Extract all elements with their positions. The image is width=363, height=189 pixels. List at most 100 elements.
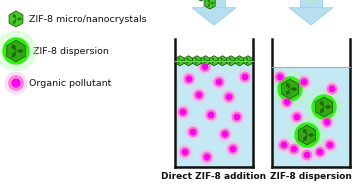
Circle shape	[222, 90, 236, 104]
Circle shape	[214, 77, 224, 87]
Polygon shape	[240, 60, 243, 62]
Circle shape	[223, 131, 228, 137]
Polygon shape	[246, 61, 248, 64]
Circle shape	[196, 92, 201, 98]
Polygon shape	[203, 57, 205, 61]
Text: ZIF-8 dispersion: ZIF-8 dispersion	[33, 46, 109, 56]
Circle shape	[234, 114, 240, 120]
Circle shape	[12, 79, 20, 87]
Circle shape	[9, 76, 23, 90]
Circle shape	[275, 72, 285, 82]
Circle shape	[323, 138, 337, 152]
Circle shape	[176, 105, 190, 119]
Text: Direct ZIF-8 addition: Direct ZIF-8 addition	[162, 172, 266, 181]
Polygon shape	[220, 57, 223, 61]
Polygon shape	[210, 56, 218, 66]
Circle shape	[212, 75, 226, 89]
Polygon shape	[208, 0, 210, 3]
Circle shape	[301, 79, 307, 85]
Polygon shape	[324, 105, 331, 109]
Circle shape	[206, 110, 216, 120]
Circle shape	[191, 129, 196, 135]
Circle shape	[3, 38, 29, 64]
Polygon shape	[176, 56, 184, 66]
Text: ZIF-8 dispersion: ZIF-8 dispersion	[270, 172, 352, 181]
Circle shape	[295, 123, 319, 147]
Polygon shape	[235, 56, 244, 66]
Circle shape	[289, 144, 299, 154]
Polygon shape	[320, 107, 324, 113]
Polygon shape	[205, 60, 209, 62]
Polygon shape	[13, 14, 16, 19]
Polygon shape	[290, 87, 297, 91]
Circle shape	[186, 76, 192, 82]
Circle shape	[178, 145, 192, 159]
Circle shape	[218, 127, 232, 141]
Polygon shape	[212, 61, 214, 64]
Polygon shape	[180, 60, 184, 62]
Circle shape	[302, 150, 312, 160]
Polygon shape	[16, 49, 24, 53]
Polygon shape	[246, 57, 248, 61]
Circle shape	[178, 107, 188, 117]
Circle shape	[320, 115, 334, 129]
Circle shape	[208, 112, 213, 118]
Circle shape	[289, 117, 325, 153]
Polygon shape	[237, 61, 240, 64]
Circle shape	[317, 149, 323, 155]
Polygon shape	[178, 61, 180, 64]
Circle shape	[228, 144, 238, 154]
Polygon shape	[229, 61, 231, 64]
Polygon shape	[205, 0, 215, 9]
Circle shape	[220, 129, 230, 139]
Polygon shape	[7, 40, 25, 62]
Circle shape	[273, 70, 287, 84]
Circle shape	[180, 147, 190, 157]
Circle shape	[200, 150, 214, 164]
Circle shape	[315, 147, 325, 157]
Polygon shape	[208, 3, 210, 7]
Polygon shape	[203, 61, 205, 64]
Polygon shape	[229, 57, 231, 61]
Circle shape	[216, 79, 221, 85]
Circle shape	[312, 95, 336, 119]
Circle shape	[188, 127, 198, 137]
Circle shape	[327, 84, 337, 94]
Polygon shape	[286, 89, 290, 95]
Circle shape	[306, 89, 342, 125]
Text: Organic pollutant: Organic pollutant	[29, 78, 111, 88]
Circle shape	[294, 114, 299, 120]
Circle shape	[313, 145, 327, 159]
Polygon shape	[307, 133, 314, 137]
Polygon shape	[289, 8, 333, 25]
Circle shape	[325, 82, 339, 96]
Polygon shape	[201, 56, 210, 66]
Polygon shape	[315, 97, 333, 117]
Polygon shape	[187, 57, 188, 61]
Polygon shape	[188, 60, 192, 62]
Circle shape	[240, 72, 250, 82]
Polygon shape	[303, 135, 307, 141]
Circle shape	[232, 112, 242, 122]
Polygon shape	[244, 56, 252, 66]
Polygon shape	[303, 129, 307, 135]
Circle shape	[204, 108, 218, 122]
Circle shape	[272, 71, 308, 107]
Polygon shape	[281, 79, 298, 99]
Text: ZIF-8 micro/nanocrystals: ZIF-8 micro/nanocrystals	[29, 15, 147, 23]
Circle shape	[297, 75, 311, 89]
Polygon shape	[214, 60, 218, 62]
Circle shape	[231, 146, 236, 152]
Polygon shape	[227, 56, 235, 66]
Circle shape	[198, 60, 212, 74]
Circle shape	[226, 142, 240, 156]
Circle shape	[291, 0, 330, 1]
Polygon shape	[218, 56, 227, 66]
Circle shape	[305, 152, 310, 158]
Polygon shape	[196, 0, 206, 1]
Polygon shape	[286, 83, 290, 89]
Circle shape	[203, 64, 208, 70]
Circle shape	[291, 146, 297, 152]
Circle shape	[280, 95, 294, 109]
Circle shape	[325, 119, 330, 125]
